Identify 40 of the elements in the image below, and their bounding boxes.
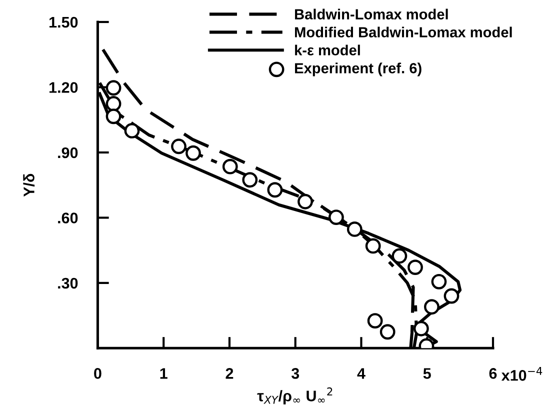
y-tick-label: .30 (58, 278, 78, 289)
point (365, 238, 381, 254)
point (346, 222, 362, 237)
point (380, 324, 396, 340)
point (424, 299, 440, 315)
point (186, 145, 201, 161)
y-tick-label: .60 (58, 212, 78, 224)
x-tick-label: 6 (489, 368, 497, 379)
point (413, 320, 429, 336)
legend-label: Experiment (ref. 6) (295, 62, 422, 76)
y-axis-title: Y/δ (23, 174, 35, 197)
point (106, 96, 122, 112)
point (298, 194, 313, 210)
y-tick-label: 1.50 (50, 16, 78, 28)
text: x10$^{−4}$ (501, 367, 542, 381)
x-tick-label: 1 (160, 368, 168, 379)
legend-label: Baldwin-Lomax model (295, 8, 448, 20)
point (444, 288, 460, 304)
point (367, 313, 383, 328)
point (431, 274, 447, 290)
x-axis-title: τ$_{XY}$/ρ$_{∞}$ U$_{∞}$$^{2}$ (257, 387, 332, 404)
point (124, 123, 140, 138)
y-tick-label: .90 (58, 147, 78, 158)
x-tick-label: 2 (226, 368, 234, 379)
x-tick-label: 4 (357, 368, 366, 379)
point (392, 248, 408, 264)
point (106, 108, 122, 124)
legend-label: Modified Baldwin-Lomax model (295, 26, 512, 38)
point (171, 138, 186, 154)
legend-label: k-ε model (295, 44, 360, 56)
point (222, 158, 238, 174)
y-tick-label: 1.20 (50, 82, 78, 93)
point (328, 210, 344, 225)
x-tick-label: 5 (423, 368, 431, 379)
x-tick-label: 0 (94, 368, 102, 379)
point (242, 172, 258, 188)
point (106, 80, 122, 96)
point (267, 182, 283, 198)
x-tick-label: 3 (291, 368, 300, 379)
point (408, 260, 423, 275)
